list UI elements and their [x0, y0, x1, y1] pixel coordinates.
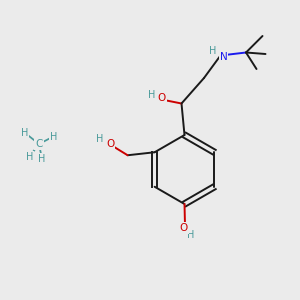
Text: H: H: [148, 90, 155, 100]
Text: H: H: [96, 134, 104, 144]
Text: H: H: [21, 128, 28, 138]
Text: H: H: [187, 230, 194, 240]
Text: H: H: [38, 154, 46, 164]
Text: H: H: [50, 131, 57, 142]
Text: H: H: [209, 46, 217, 56]
Text: C: C: [35, 139, 43, 149]
Text: H: H: [26, 152, 33, 162]
Text: O: O: [180, 223, 188, 233]
Text: N: N: [220, 52, 227, 62]
Text: O: O: [106, 139, 115, 149]
Text: O: O: [158, 93, 166, 103]
